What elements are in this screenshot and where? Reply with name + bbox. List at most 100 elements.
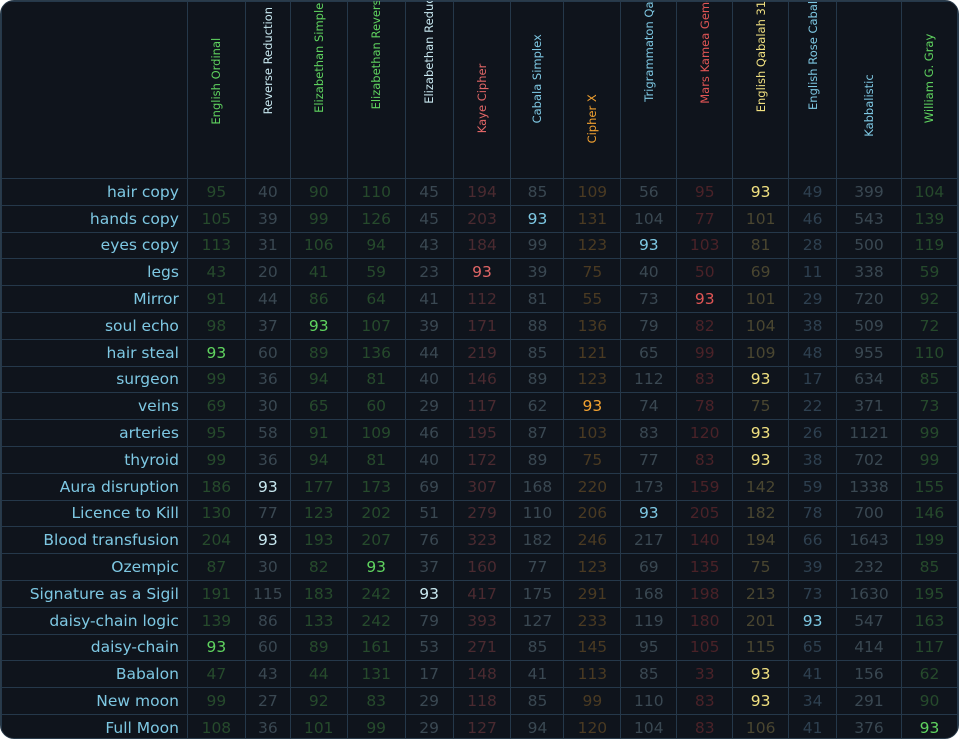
value-cell[interactable]: 20 <box>244 258 291 287</box>
column-header-english-ordinal[interactable]: English Ordinal <box>186 1 246 179</box>
value-cell[interactable]: 399 <box>836 178 902 206</box>
row-phrase[interactable]: daisy-chain <box>1 633 188 662</box>
value-cell[interactable]: 371 <box>836 392 902 421</box>
matching-value-cell[interactable]: 93 <box>732 445 790 474</box>
value-cell[interactable]: 75 <box>563 445 622 474</box>
value-cell[interactable]: 89 <box>289 338 348 367</box>
value-cell[interactable]: 123 <box>563 365 622 394</box>
value-cell[interactable]: 161 <box>346 633 406 662</box>
value-cell[interactable]: 217 <box>620 526 678 555</box>
value-cell[interactable]: 115 <box>244 579 291 608</box>
value-cell[interactable]: 75 <box>732 392 790 421</box>
value-cell[interactable]: 40 <box>244 178 291 206</box>
row-phrase[interactable]: eyes copy <box>1 231 188 260</box>
value-cell[interactable]: 30 <box>244 553 291 581</box>
value-cell[interactable]: 509 <box>836 311 902 340</box>
value-cell[interactable]: 59 <box>788 472 838 501</box>
matching-value-cell[interactable]: 93 <box>510 204 565 233</box>
value-cell[interactable]: 85 <box>510 687 565 715</box>
value-cell[interactable]: 955 <box>836 338 902 367</box>
value-cell[interactable]: 91 <box>186 285 246 313</box>
value-cell[interactable]: 95 <box>620 633 678 662</box>
value-cell[interactable]: 186 <box>186 472 246 501</box>
value-cell[interactable]: 78 <box>676 392 734 421</box>
row-phrase[interactable]: Full Moon <box>1 713 188 738</box>
value-cell[interactable]: 17 <box>788 365 838 394</box>
value-cell[interactable]: 69 <box>404 472 454 501</box>
value-cell[interactable]: 26 <box>788 419 838 447</box>
value-cell[interactable]: 75 <box>732 553 790 581</box>
column-header-mars-kamea-gematria[interactable]: Mars Kamea Gematria <box>676 1 734 179</box>
value-cell[interactable]: 126 <box>346 204 406 233</box>
row-phrase[interactable]: arteries <box>1 419 188 447</box>
value-cell[interactable]: 279 <box>452 499 512 528</box>
value-cell[interactable]: 110 <box>620 687 678 715</box>
value-cell[interactable]: 60 <box>244 338 291 367</box>
value-cell[interactable]: 291 <box>563 579 622 608</box>
row-phrase[interactable]: veins <box>1 392 188 421</box>
value-cell[interactable]: 105 <box>186 204 246 233</box>
column-header-elizabethan-simple[interactable]: Elizabethan Simple <box>289 1 348 179</box>
value-cell[interactable]: 291 <box>836 687 902 715</box>
value-cell[interactable]: 36 <box>244 365 291 394</box>
value-cell[interactable]: 119 <box>620 606 678 635</box>
value-cell[interactable]: 323 <box>452 526 512 555</box>
value-cell[interactable]: 142 <box>732 472 790 501</box>
column-header-kabbalistic[interactable]: Kabbalistic <box>836 1 902 179</box>
matching-value-cell[interactable]: 93 <box>788 606 838 635</box>
value-cell[interactable]: 89 <box>510 445 565 474</box>
column-header-reverse-reduction[interactable]: Reverse Reduction <box>244 1 291 179</box>
value-cell[interactable]: 83 <box>620 419 678 447</box>
value-cell[interactable]: 203 <box>452 204 512 233</box>
value-cell[interactable]: 220 <box>563 472 622 501</box>
value-cell[interactable]: 139 <box>900 204 958 233</box>
value-cell[interactable]: 135 <box>676 553 734 581</box>
value-cell[interactable]: 500 <box>836 231 902 260</box>
value-cell[interactable]: 148 <box>452 660 512 689</box>
value-cell[interactable]: 123 <box>563 553 622 581</box>
value-cell[interactable]: 77 <box>676 204 734 233</box>
value-cell[interactable]: 131 <box>563 204 622 233</box>
value-cell[interactable]: 92 <box>900 285 958 313</box>
value-cell[interactable]: 40 <box>404 445 454 474</box>
value-cell[interactable]: 160 <box>452 553 512 581</box>
value-cell[interactable]: 163 <box>900 606 958 635</box>
matching-value-cell[interactable]: 93 <box>244 472 291 501</box>
value-cell[interactable]: 64 <box>346 285 406 313</box>
value-cell[interactable]: 83 <box>676 687 734 715</box>
row-phrase[interactable]: hair copy <box>1 178 188 206</box>
value-cell[interactable]: 47 <box>186 660 246 689</box>
value-cell[interactable]: 104 <box>732 311 790 340</box>
matching-value-cell[interactable]: 93 <box>900 713 958 738</box>
matching-value-cell[interactable]: 93 <box>676 285 734 313</box>
value-cell[interactable]: 177 <box>289 472 348 501</box>
value-cell[interactable]: 198 <box>676 579 734 608</box>
value-cell[interactable]: 1121 <box>836 419 902 447</box>
value-cell[interactable]: 376 <box>836 713 902 738</box>
column-header-kaye-cipher[interactable]: Kaye Cipher <box>452 1 512 179</box>
row-phrase[interactable]: hands copy <box>1 204 188 233</box>
value-cell[interactable]: 48 <box>788 338 838 367</box>
value-cell[interactable]: 112 <box>620 365 678 394</box>
value-cell[interactable]: 39 <box>404 311 454 340</box>
column-header-elizabethan-reverse[interactable]: Elizabethan Reverse <box>346 1 406 179</box>
value-cell[interactable]: 31 <box>244 231 291 260</box>
value-cell[interactable]: 115 <box>732 633 790 662</box>
value-cell[interactable]: 118 <box>452 687 512 715</box>
value-cell[interactable]: 77 <box>620 445 678 474</box>
row-phrase[interactable]: Babalon <box>1 660 188 689</box>
value-cell[interactable]: 59 <box>900 258 958 287</box>
value-cell[interactable]: 85 <box>510 338 565 367</box>
value-cell[interactable]: 110 <box>900 338 958 367</box>
value-cell[interactable]: 82 <box>289 553 348 581</box>
value-cell[interactable]: 107 <box>346 311 406 340</box>
value-cell[interactable]: 29 <box>404 687 454 715</box>
value-cell[interactable]: 108 <box>186 713 246 738</box>
value-cell[interactable]: 172 <box>452 445 512 474</box>
value-cell[interactable]: 183 <box>289 579 348 608</box>
value-cell[interactable]: 120 <box>676 419 734 447</box>
row-phrase[interactable]: Blood transfusion <box>1 526 188 555</box>
value-cell[interactable]: 65 <box>620 338 678 367</box>
value-cell[interactable]: 205 <box>676 499 734 528</box>
value-cell[interactable]: 29 <box>788 285 838 313</box>
